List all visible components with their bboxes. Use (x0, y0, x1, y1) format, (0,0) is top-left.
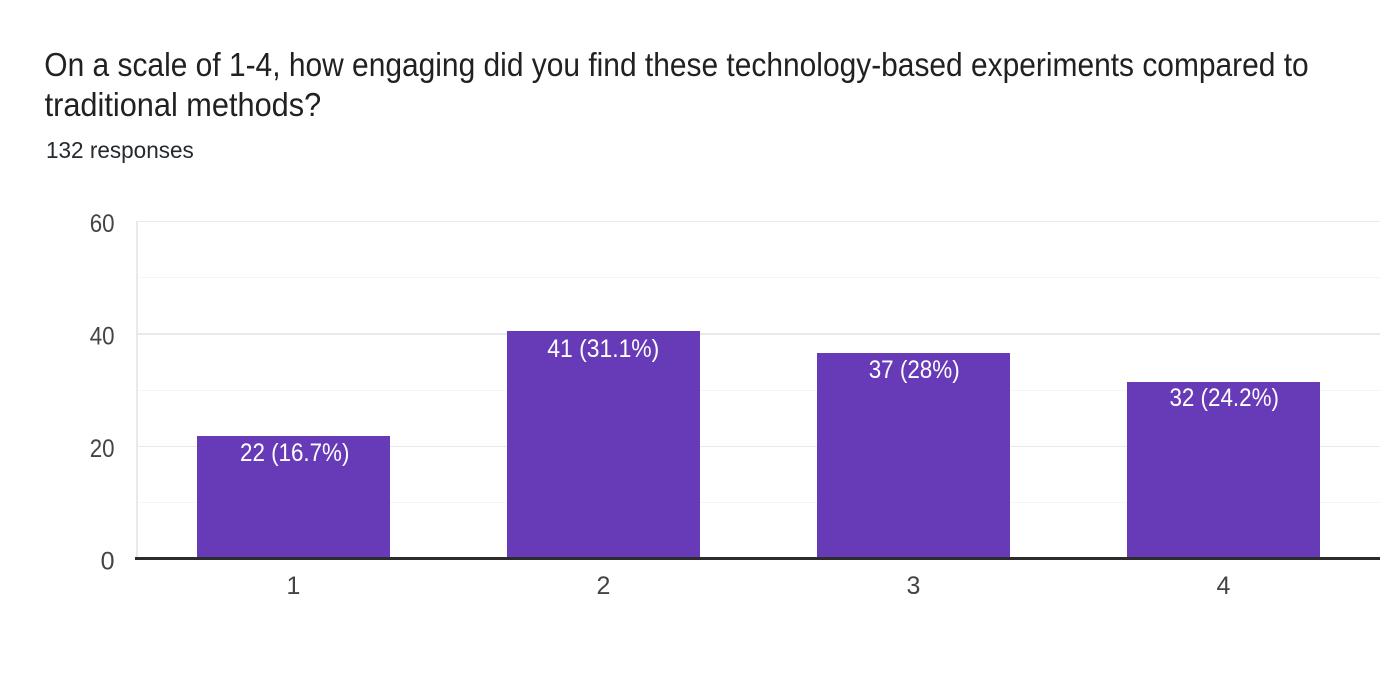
svg-text:On a scale of 1-4, how engagin: On a scale of 1-4, how engaging did you … (44, 46, 1308, 83)
svg-text:132 responses: 132 responses (46, 137, 194, 163)
svg-text:4: 4 (1217, 572, 1231, 600)
svg-text:traditional methods?: traditional methods? (45, 86, 322, 123)
svg-text:0: 0 (101, 548, 115, 576)
svg-text:20: 20 (90, 435, 115, 463)
svg-text:41 (31.1%): 41 (31.1%) (547, 335, 659, 363)
svg-text:2: 2 (597, 572, 611, 600)
svg-text:60: 60 (90, 210, 115, 238)
svg-text:32 (24.2%): 32 (24.2%) (1169, 384, 1279, 412)
svg-text:22 (16.7%): 22 (16.7%) (240, 439, 349, 467)
svg-text:40: 40 (90, 323, 115, 351)
svg-text:1: 1 (287, 572, 301, 600)
svg-text:3: 3 (907, 572, 921, 600)
svg-text:37 (28%): 37 (28%) (869, 356, 960, 384)
